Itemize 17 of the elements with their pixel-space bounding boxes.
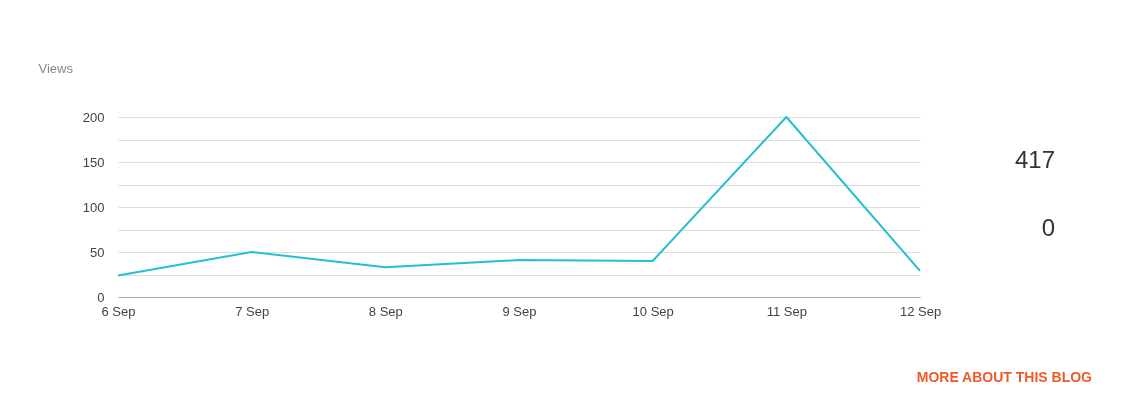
x-tick-label: 12 Sep — [899, 303, 942, 319]
y-tick-label: 150 — [82, 154, 105, 170]
y-tick-label: 200 — [82, 109, 105, 125]
x-tick-label: 7 Sep — [235, 303, 270, 319]
x-tick-label: 6 Sep — [101, 303, 136, 319]
text: 417 — [1014, 146, 1055, 173]
line-series — [117, 116, 921, 277]
x-tick-label: 10 Sep — [632, 303, 674, 319]
x-tick-label: 8 Sep — [368, 303, 403, 319]
x-tick-label: 9 Sep — [502, 303, 537, 319]
y-tick-label: 100 — [82, 199, 105, 215]
y-axis-title: Views — [38, 60, 74, 76]
text: 0 — [1041, 214, 1055, 241]
y-tick-label: 50 — [90, 244, 105, 260]
text: MORE ABOUT THIS BLOG — [916, 369, 1093, 385]
x-tick-label: 11 Sep — [766, 303, 807, 319]
y-tick-label: 0 — [97, 289, 105, 305]
